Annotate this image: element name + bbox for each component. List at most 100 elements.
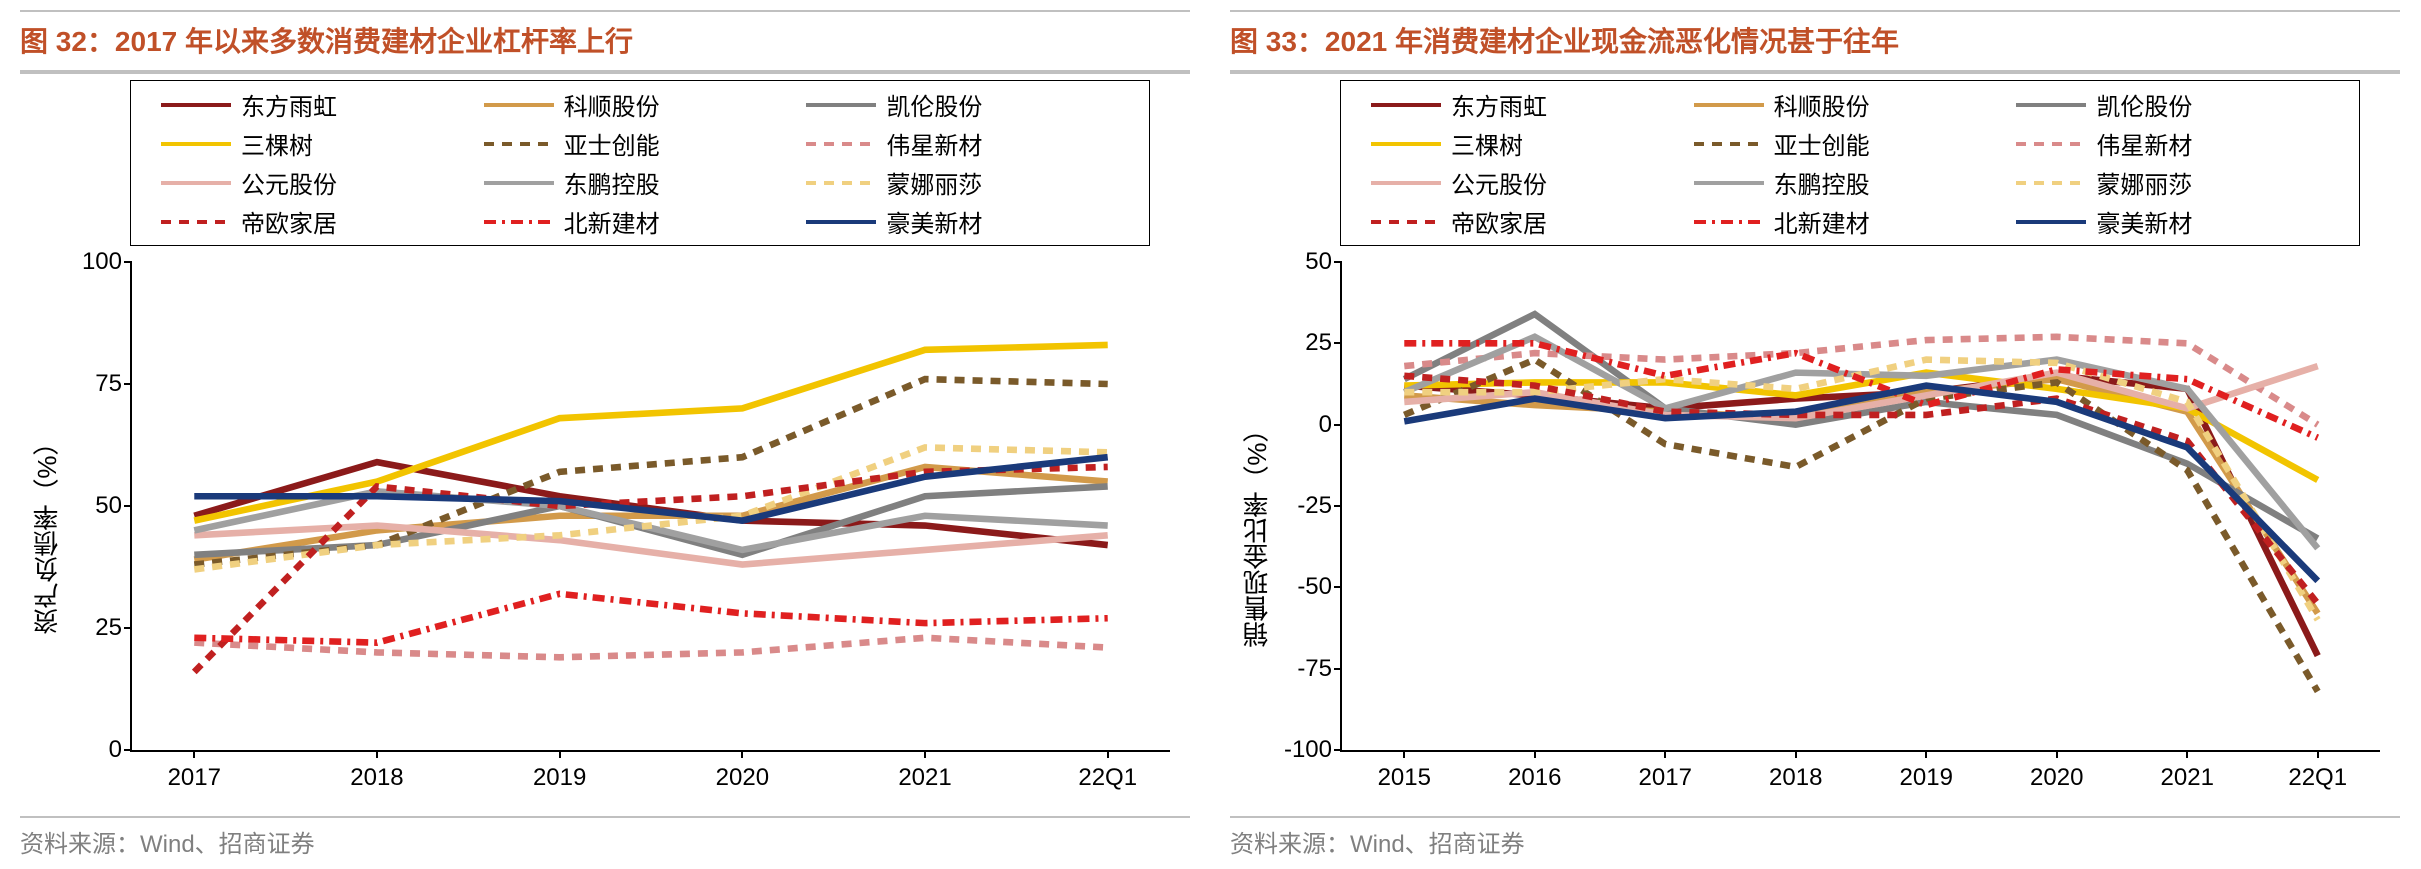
- legend-item: 东方雨虹: [1371, 87, 1684, 122]
- legend-swatch: [2016, 132, 2086, 156]
- legend-item: 豪美新材: [2016, 204, 2329, 239]
- x-tick-label: 2021: [2161, 764, 2214, 792]
- y-tick-mark: [124, 627, 132, 629]
- x-tick-label: 2018: [1769, 764, 1822, 792]
- legend-label: 凯伦股份: [2096, 87, 2192, 122]
- legend-label: 公元股份: [241, 165, 337, 200]
- legend-label: 北新建材: [1774, 204, 1870, 239]
- legend-label: 亚士创能: [1774, 126, 1870, 161]
- legend-swatch: [484, 171, 554, 195]
- legend-swatch: [484, 210, 554, 234]
- legend-item: 帝欧家居: [1371, 204, 1684, 239]
- legend-swatch: [1371, 132, 1441, 156]
- x-tick-mark: [1534, 750, 1536, 758]
- legend-item: 公元股份: [1371, 165, 1684, 200]
- legend-swatch: [1694, 93, 1764, 117]
- y-tick-label: 100: [52, 248, 122, 276]
- legend-item: 凯伦股份: [2016, 87, 2329, 122]
- chart-title: 图 32：2017 年以来多数消费建材企业杠杆率上行: [20, 10, 1190, 74]
- series-lines: [1342, 262, 2380, 750]
- legend-swatch: [161, 93, 231, 117]
- chart-title: 图 33：2021 年消费建材企业现金流恶化情况甚于往年: [1230, 10, 2400, 74]
- legend-label: 伟星新材: [886, 126, 982, 161]
- legend-swatch: [1694, 132, 1764, 156]
- legend: 东方雨虹科顺股份凯伦股份三棵树亚士创能伟星新材公元股份东鹏控股蒙娜丽莎帝欧家居北…: [1340, 80, 2360, 246]
- legend-label: 东方雨虹: [1451, 87, 1547, 122]
- y-tick-label: 25: [52, 614, 122, 642]
- y-tick-label: -25: [1262, 492, 1332, 520]
- legend-swatch: [806, 210, 876, 234]
- legend-swatch: [1371, 93, 1441, 117]
- x-tick-label: 2015: [1378, 764, 1431, 792]
- y-tick-label: -50: [1262, 573, 1332, 601]
- legend-label: 东鹏控股: [564, 165, 660, 200]
- series-lines: [132, 262, 1170, 750]
- x-tick-mark: [1795, 750, 1797, 758]
- legend-swatch: [1371, 171, 1441, 195]
- y-tick-mark: [1334, 586, 1342, 588]
- x-tick-mark: [2186, 750, 2188, 758]
- x-tick-label: 22Q1: [2288, 764, 2347, 792]
- legend-swatch: [2016, 93, 2086, 117]
- x-tick-label: 2020: [716, 764, 769, 792]
- x-tick-label: 2020: [2030, 764, 2083, 792]
- x-tick-label: 22Q1: [1078, 764, 1137, 792]
- legend-label: 豪美新材: [2096, 204, 2192, 239]
- legend-item: 豪美新材: [806, 204, 1119, 239]
- legend-swatch: [1371, 210, 1441, 234]
- legend-label: 帝欧家居: [241, 204, 337, 239]
- legend-label: 科顺股份: [564, 87, 660, 122]
- y-tick-mark: [1334, 342, 1342, 344]
- y-tick-label: 50: [52, 492, 122, 520]
- y-tick-label: 0: [1262, 411, 1332, 439]
- legend-item: 北新建材: [484, 204, 797, 239]
- y-tick-mark: [1334, 668, 1342, 670]
- legend-label: 豪美新材: [886, 204, 982, 239]
- x-tick-label: 2017: [1639, 764, 1692, 792]
- plot-area: 资产负债率（%） 02550751002017201820192020202122…: [20, 252, 1190, 812]
- x-tick-mark: [1925, 750, 1927, 758]
- x-tick-mark: [1403, 750, 1405, 758]
- y-tick-mark: [124, 261, 132, 263]
- legend-swatch: [806, 132, 876, 156]
- y-tick-mark: [1334, 505, 1342, 507]
- series-line: [194, 594, 1107, 643]
- x-tick-mark: [559, 750, 561, 758]
- source-label: 资料来源：Wind、招商证券: [20, 816, 1190, 859]
- x-tick-label: 2016: [1508, 764, 1561, 792]
- legend-swatch: [484, 132, 554, 156]
- legend-item: 伟星新材: [806, 126, 1119, 161]
- legend-label: 蒙娜丽莎: [886, 165, 982, 200]
- x-tick-label: 2019: [533, 764, 586, 792]
- x-tick-mark: [924, 750, 926, 758]
- legend-swatch: [161, 210, 231, 234]
- legend: 东方雨虹 科顺股份 凯伦股份三棵树 亚士创能 伟星新材公元股份 东鹏控股 蒙娜丽莎帝欧家居 北…: [130, 80, 1150, 246]
- x-tick-label: 2018: [350, 764, 403, 792]
- y-tick-label: 75: [52, 370, 122, 398]
- plot: 02550751002017201820192020202122Q1: [130, 262, 1170, 752]
- legend-item: 东鹏控股: [1694, 165, 2007, 200]
- legend-label: 北新建材: [564, 204, 660, 239]
- x-tick-mark: [1664, 750, 1666, 758]
- y-tick-mark: [124, 383, 132, 385]
- legend-item: 公元股份: [161, 165, 474, 200]
- legend-label: 三棵树: [241, 126, 313, 161]
- legend-label: 伟星新材: [2096, 126, 2192, 161]
- series-line: [194, 491, 1107, 550]
- y-tick-mark: [124, 749, 132, 751]
- y-axis-label: 资产负债率（%）: [28, 429, 65, 634]
- legend-item: 蒙娜丽莎: [806, 165, 1119, 200]
- legend-item: 蒙娜丽莎: [2016, 165, 2329, 200]
- legend-item: 伟星新材: [2016, 126, 2329, 161]
- x-tick-label: 2019: [1900, 764, 1953, 792]
- y-tick-label: 50: [1262, 248, 1332, 276]
- legend-item: 凯伦股份: [806, 87, 1119, 122]
- legend-label: 东方雨虹: [241, 87, 337, 122]
- legend-item: 东方雨虹: [161, 87, 474, 122]
- legend-item: 三棵树: [161, 126, 474, 161]
- legend-label: 亚士创能: [564, 126, 660, 161]
- legend-item: 亚士创能: [484, 126, 797, 161]
- legend-label: 凯伦股份: [886, 87, 982, 122]
- x-tick-mark: [193, 750, 195, 758]
- legend-label: 三棵树: [1451, 126, 1523, 161]
